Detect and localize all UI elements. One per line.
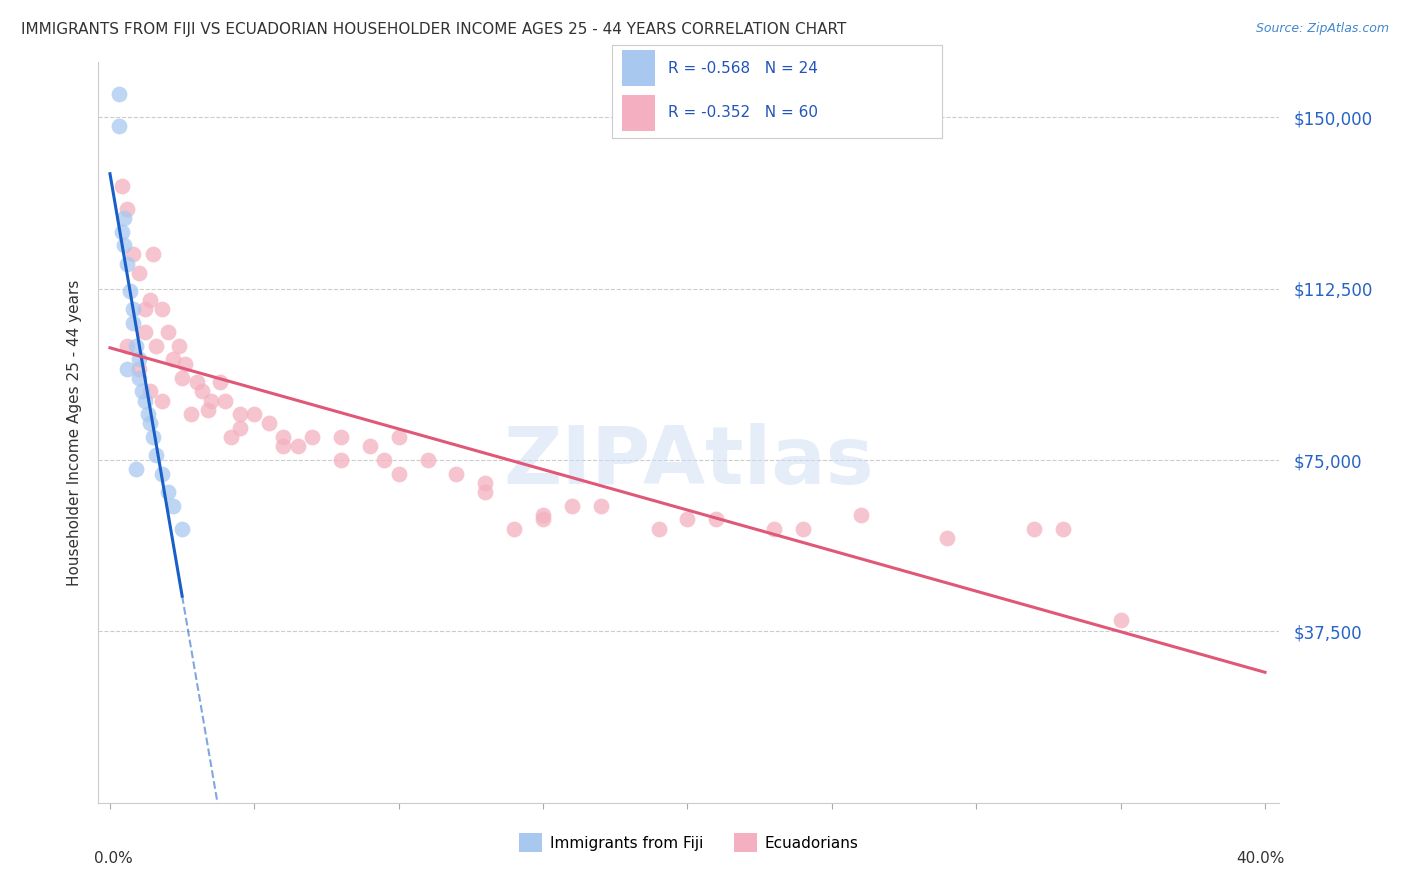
Point: [271, 439, 294, 453]
Point: [122, 316, 145, 330]
Point: [1109, 613, 1132, 627]
Point: [128, 352, 150, 367]
Point: [110, 225, 132, 239]
Point: [172, 522, 194, 536]
Point: [139, 417, 162, 431]
Point: [112, 238, 135, 252]
Point: [589, 499, 612, 513]
Text: R = -0.568   N = 24: R = -0.568 N = 24: [668, 61, 818, 76]
Point: [150, 467, 173, 481]
Y-axis label: Householder Income Ages 25 - 44 years: Householder Income Ages 25 - 44 years: [67, 279, 83, 586]
Point: [287, 439, 309, 453]
Point: [125, 462, 148, 476]
Point: [156, 485, 179, 500]
Bar: [621, 95, 655, 131]
Point: [128, 266, 150, 280]
Point: [330, 453, 353, 467]
Text: IMMIGRANTS FROM FIJI VS ECUADORIAN HOUSEHOLDER INCOME AGES 25 - 44 YEARS CORRELA: IMMIGRANTS FROM FIJI VS ECUADORIAN HOUSE…: [21, 22, 846, 37]
Legend: Immigrants from Fiji, Ecuadorians: Immigrants from Fiji, Ecuadorians: [513, 827, 865, 858]
Point: [128, 361, 150, 376]
Point: [849, 508, 872, 522]
Point: [162, 499, 184, 513]
Point: [1052, 522, 1074, 536]
Point: [219, 430, 242, 444]
Point: [131, 384, 153, 399]
Text: R = -0.352   N = 60: R = -0.352 N = 60: [668, 105, 818, 120]
Point: [301, 430, 323, 444]
Point: [474, 485, 496, 500]
Point: [388, 467, 411, 481]
Text: Source: ZipAtlas.com: Source: ZipAtlas.com: [1256, 22, 1389, 36]
Point: [763, 522, 786, 536]
Point: [128, 371, 150, 385]
Point: [145, 449, 167, 463]
Point: [120, 284, 142, 298]
Point: [676, 512, 699, 526]
Point: [122, 247, 145, 261]
Point: [172, 371, 194, 385]
Point: [134, 302, 156, 317]
Point: [257, 417, 280, 431]
Point: [792, 522, 814, 536]
Point: [169, 339, 191, 353]
Point: [503, 522, 526, 536]
Point: [117, 202, 139, 216]
Point: [122, 302, 145, 317]
Point: [936, 531, 959, 545]
Point: [117, 339, 139, 353]
Point: [134, 393, 156, 408]
Point: [139, 293, 162, 307]
Point: [373, 453, 395, 467]
Point: [1022, 522, 1045, 536]
Point: [150, 302, 173, 317]
Point: [531, 512, 554, 526]
Point: [706, 512, 728, 526]
Point: [197, 402, 219, 417]
Point: [117, 256, 139, 270]
Point: [416, 453, 439, 467]
Point: [142, 247, 165, 261]
Point: [388, 430, 411, 444]
Point: [134, 325, 156, 339]
Point: [107, 87, 129, 102]
Point: [117, 361, 139, 376]
Point: [191, 384, 214, 399]
Bar: [621, 50, 655, 86]
Point: [229, 421, 252, 435]
Point: [243, 408, 266, 422]
Point: [561, 499, 583, 513]
Point: [271, 430, 294, 444]
Point: [208, 376, 231, 390]
Point: [214, 393, 236, 408]
Point: [107, 120, 129, 134]
Point: [150, 393, 173, 408]
Point: [162, 352, 184, 367]
Point: [531, 508, 554, 522]
Point: [647, 522, 669, 536]
Point: [200, 393, 222, 408]
Text: 0.0%: 0.0%: [94, 851, 132, 866]
Point: [110, 178, 132, 193]
Point: [112, 211, 135, 225]
Text: 40.0%: 40.0%: [1236, 851, 1284, 866]
Point: [174, 357, 197, 371]
Text: ZIPAtlas: ZIPAtlas: [503, 423, 875, 501]
Point: [125, 339, 148, 353]
Point: [229, 408, 252, 422]
Point: [446, 467, 468, 481]
Point: [139, 384, 162, 399]
Point: [330, 430, 353, 444]
Point: [180, 408, 202, 422]
Point: [186, 376, 208, 390]
Point: [136, 408, 159, 422]
Point: [145, 339, 167, 353]
Point: [474, 475, 496, 490]
Point: [142, 430, 165, 444]
Point: [359, 439, 381, 453]
Point: [156, 325, 179, 339]
